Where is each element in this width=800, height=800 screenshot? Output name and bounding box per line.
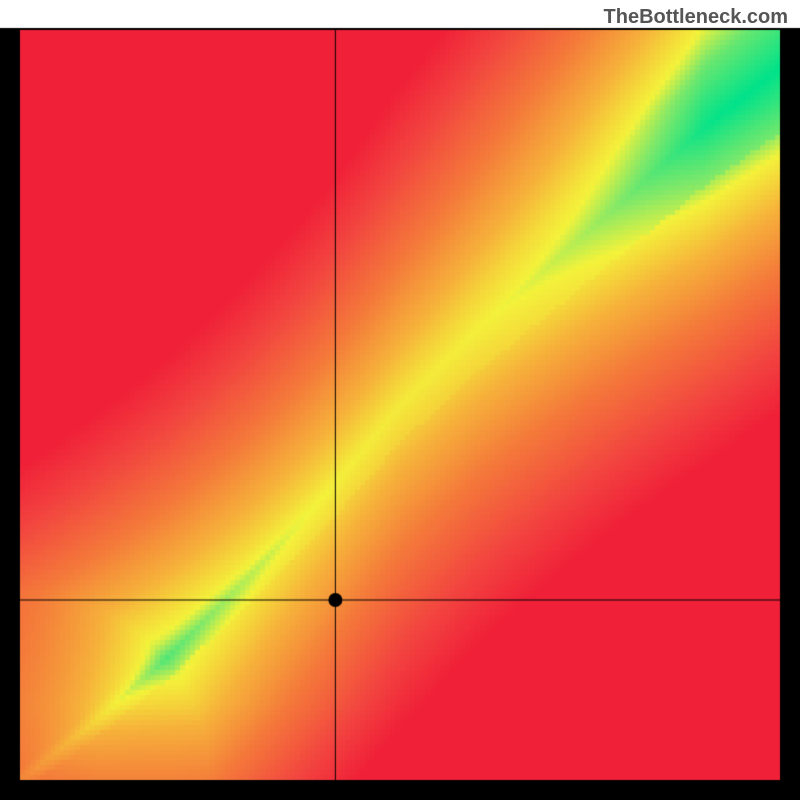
bottleneck-heatmap <box>0 0 800 800</box>
attribution-label: TheBottleneck.com <box>604 6 788 29</box>
